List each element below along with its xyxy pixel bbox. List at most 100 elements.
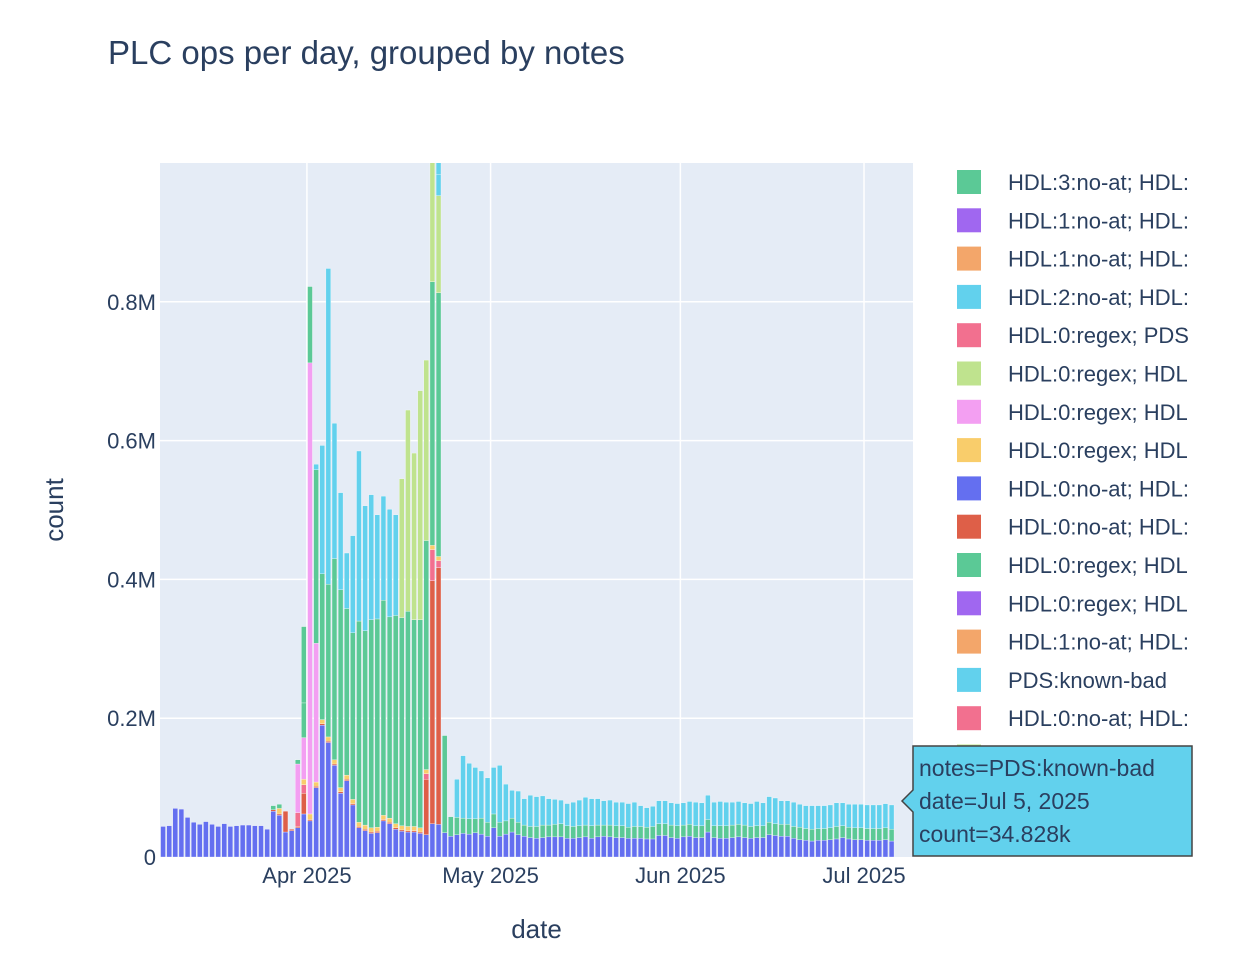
bar-segment: [380, 495, 387, 601]
bar-segment: [184, 817, 191, 857]
bar-segment: [319, 724, 325, 857]
bar-segment: [876, 840, 882, 857]
bar-segment: [564, 825, 570, 839]
tooltip-line: notes=PDS:known-bad: [919, 755, 1155, 781]
bar-segment: [423, 834, 429, 857]
bar-segment: [337, 589, 344, 788]
bar-segment: [717, 825, 723, 839]
bar-segment: [368, 619, 374, 829]
bar-segment: [827, 804, 833, 829]
bar-segment: [497, 836, 503, 857]
bar-segment: [521, 824, 527, 837]
bar-segment: [631, 826, 638, 839]
bar-segment: [803, 828, 809, 841]
bar-segment: [852, 804, 858, 829]
bar-segment: [595, 836, 601, 857]
legend-swatch: [957, 667, 981, 692]
bar-segment: [393, 827, 399, 830]
bar-segment: [607, 836, 613, 857]
bar-segment: [405, 611, 411, 827]
bar-segment: [527, 837, 533, 857]
bar-segment: [503, 833, 509, 857]
bar-segment: [846, 827, 852, 840]
bar-segment: [166, 825, 172, 857]
bar-segment: [876, 828, 882, 841]
bar-segment: [374, 514, 380, 620]
bar-segment: [405, 831, 411, 857]
bar-segment: [466, 833, 472, 857]
bar-segment: [540, 795, 546, 826]
bar-segment: [656, 800, 662, 824]
bar-segment: [662, 800, 668, 824]
bar-segment: [337, 787, 344, 792]
bar-segment: [160, 826, 166, 857]
bar-segment: [497, 765, 503, 823]
legend-swatch: [957, 170, 981, 194]
bar-segment: [509, 831, 515, 857]
bar-segment: [772, 823, 778, 836]
bar-segment: [405, 409, 411, 612]
bar-segment: [295, 759, 301, 765]
bar-segment: [735, 801, 742, 825]
legend-label: HDL:0:regex; HDL: [1008, 400, 1188, 425]
bar-segment: [295, 826, 301, 829]
bar-segment: [356, 827, 362, 857]
bar-segment: [680, 824, 687, 838]
bar-segment: [209, 824, 215, 857]
bar-segment: [760, 825, 766, 838]
bar-segment: [417, 390, 423, 620]
bar-segment: [423, 779, 429, 835]
bar-segment: [558, 836, 564, 857]
bar-segment: [295, 827, 301, 857]
bar-segment: [833, 838, 840, 857]
tooltip-line: count=34.828k: [919, 821, 1071, 847]
bar-segment: [429, 281, 436, 546]
bar-segment: [368, 827, 374, 833]
bar-segment: [282, 831, 289, 857]
bar-segment: [460, 817, 466, 834]
legend-label: HDL:2:no-at; HDL:: [1008, 285, 1189, 310]
bar-segment: [809, 829, 815, 842]
tooltip-line: date=Jul 5, 2025: [919, 788, 1090, 814]
bar-segment: [417, 827, 423, 833]
bar-segment: [435, 195, 442, 293]
bar-segment: [270, 811, 276, 857]
bar-segment: [839, 837, 846, 857]
bar-segment: [435, 163, 442, 175]
bar-segment: [460, 755, 466, 819]
bar-segment: [374, 618, 380, 828]
x-tick-label: May 2025: [442, 863, 539, 888]
bar-segment: [386, 822, 393, 824]
legend-label: HDL:0:regex; HDL: [1008, 591, 1188, 616]
bar-segment: [613, 802, 619, 826]
bar-segment: [680, 802, 687, 826]
bar-segment: [607, 824, 613, 838]
bar-segment: [270, 809, 276, 812]
bar-segment: [864, 828, 870, 841]
bar-segment: [711, 825, 717, 838]
bar-segment: [362, 829, 368, 831]
bar-segment: [742, 837, 748, 857]
bar-segment: [356, 450, 362, 622]
bar-segment: [435, 556, 442, 561]
bar-segment: [350, 804, 356, 857]
bar-segment: [815, 840, 821, 857]
bar-segment: [650, 838, 656, 857]
bar-segment: [546, 836, 552, 857]
bar-segment: [386, 823, 393, 857]
bar-segment: [215, 826, 221, 857]
bar-segment: [295, 763, 301, 813]
bar-segment: [301, 784, 307, 794]
bar-segment: [735, 824, 742, 838]
bar-segment: [858, 839, 864, 857]
bar-segment: [503, 820, 509, 835]
bar-segment: [870, 840, 876, 857]
bar-segment: [442, 832, 448, 857]
bar-segment: [301, 626, 307, 704]
bar-segment: [491, 813, 497, 829]
legend-label: HDL:0:no-at; HDL:: [1008, 515, 1189, 540]
bar-segment: [607, 799, 613, 826]
bar-segment: [748, 826, 754, 839]
bar-segment: [564, 803, 570, 826]
